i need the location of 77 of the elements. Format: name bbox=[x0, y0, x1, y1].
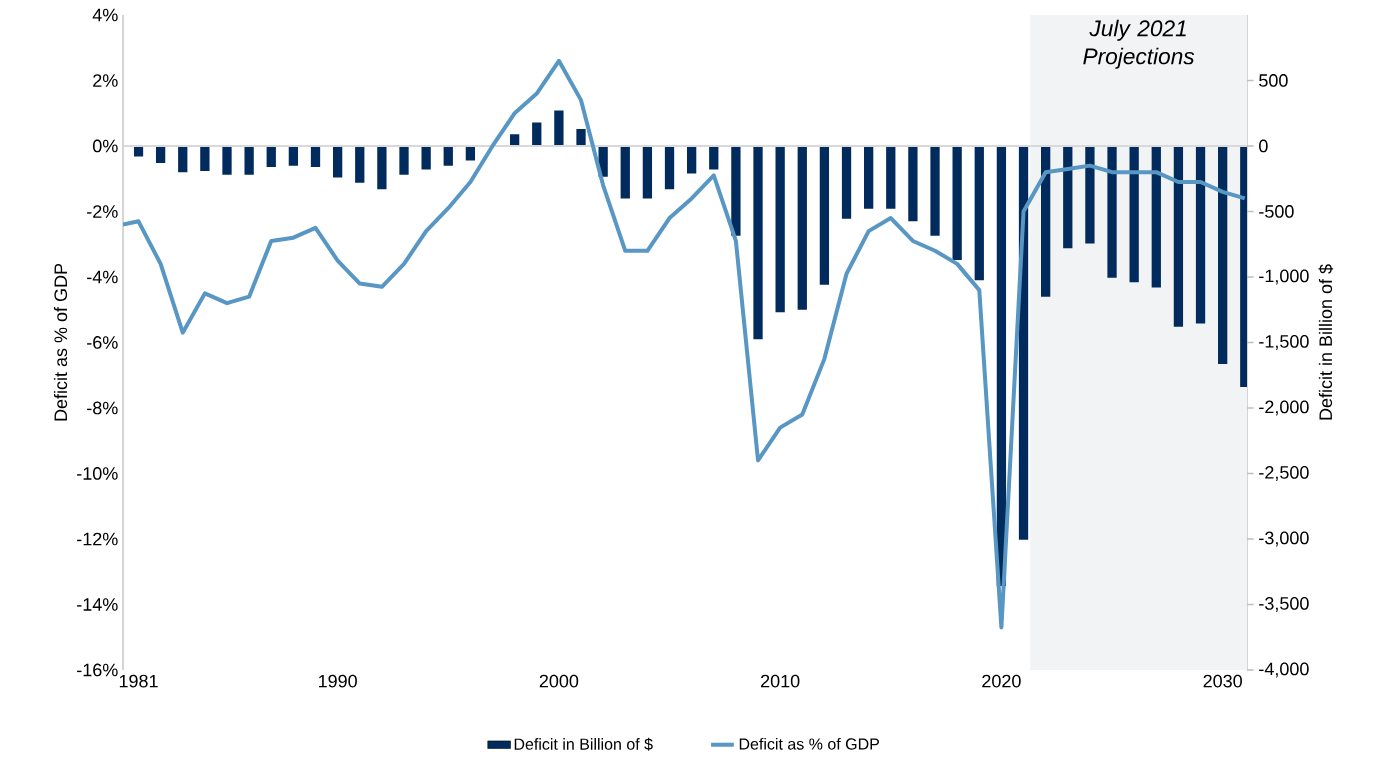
bar bbox=[355, 145, 365, 183]
bar bbox=[222, 145, 232, 175]
bar bbox=[930, 145, 940, 236]
bar bbox=[753, 145, 763, 340]
y-tick-label: -14% bbox=[77, 598, 118, 611]
y2-tick-label: -2,500 bbox=[1259, 466, 1309, 481]
x-tick-label: 2030 bbox=[1203, 674, 1242, 688]
y-axis-title: Deficit as % of GDP bbox=[53, 263, 68, 421]
y-tick-label: 4% bbox=[92, 8, 118, 22]
bar bbox=[952, 145, 962, 260]
x-tick-label: 1990 bbox=[318, 674, 357, 688]
bar bbox=[200, 145, 210, 171]
bar bbox=[864, 145, 874, 209]
y2-tick-label: -3,500 bbox=[1259, 597, 1309, 612]
bar bbox=[178, 145, 188, 173]
bar bbox=[620, 145, 630, 199]
y-tick-label: -16% bbox=[77, 663, 118, 677]
bar bbox=[1218, 145, 1228, 365]
bar bbox=[664, 145, 675, 190]
bar bbox=[532, 122, 542, 146]
y2-tick-label: -500 bbox=[1259, 205, 1294, 218]
bar bbox=[908, 145, 918, 222]
bar bbox=[421, 145, 431, 170]
bar bbox=[819, 145, 830, 285]
bar bbox=[310, 145, 321, 167]
y2-tick-label: -4,000 bbox=[1259, 662, 1309, 678]
bar bbox=[509, 134, 520, 146]
y2-tick-label: 500 bbox=[1259, 74, 1288, 87]
bar bbox=[1085, 145, 1095, 244]
y-tick-label: -8% bbox=[87, 401, 118, 415]
bar bbox=[996, 145, 1007, 587]
x-tick-label: 1981 bbox=[119, 674, 158, 688]
bar bbox=[377, 145, 387, 190]
bar bbox=[576, 128, 586, 146]
y2-tick-label: -3,000 bbox=[1259, 531, 1309, 547]
y2-tick-label: -1,500 bbox=[1259, 335, 1309, 350]
bar bbox=[731, 145, 741, 236]
bar bbox=[797, 145, 807, 310]
bar bbox=[1063, 145, 1073, 249]
bar bbox=[1107, 145, 1117, 278]
bar bbox=[1195, 145, 1206, 324]
bar bbox=[155, 145, 166, 164]
x-tick-label: 2010 bbox=[761, 674, 800, 688]
bar bbox=[709, 145, 719, 170]
bar bbox=[1173, 145, 1184, 327]
bar bbox=[886, 145, 896, 209]
bar bbox=[974, 145, 984, 281]
y2-tick-label: -1,000 bbox=[1259, 269, 1309, 285]
bar bbox=[1151, 145, 1161, 288]
legend-label: Deficit in Billion of $ bbox=[514, 737, 653, 751]
bar bbox=[642, 145, 653, 199]
y-tick-label: -2% bbox=[87, 205, 118, 218]
bar bbox=[244, 145, 254, 175]
y2-tick-label: 0 bbox=[1259, 139, 1268, 153]
y-tick-label: 0% bbox=[92, 139, 118, 153]
bar bbox=[1129, 145, 1139, 283]
bar bbox=[443, 145, 453, 166]
y-tick-label: -6% bbox=[87, 336, 118, 349]
bar bbox=[687, 145, 697, 174]
bar bbox=[288, 145, 299, 166]
y2-axis-title: Deficit in Billion of $ bbox=[1318, 264, 1334, 420]
x-tick-label: 2020 bbox=[982, 674, 1021, 688]
bar bbox=[775, 145, 785, 313]
y2-tick-label: -2,000 bbox=[1259, 400, 1309, 416]
bar bbox=[841, 145, 852, 219]
bar bbox=[554, 110, 564, 146]
x-tick-label: 2000 bbox=[539, 674, 579, 688]
band-label: July 2021 Projections bbox=[1083, 19, 1195, 69]
bar bbox=[399, 145, 409, 175]
legend-label: Deficit as % of GDP bbox=[739, 737, 879, 750]
bar bbox=[332, 145, 343, 178]
y-tick-label: -10% bbox=[77, 467, 118, 480]
y-tick-label: -12% bbox=[77, 532, 118, 546]
bar bbox=[1041, 145, 1051, 297]
y-tick-label: -4% bbox=[87, 270, 118, 284]
y-tick-label: 2% bbox=[93, 74, 118, 87]
bar bbox=[266, 145, 276, 167]
